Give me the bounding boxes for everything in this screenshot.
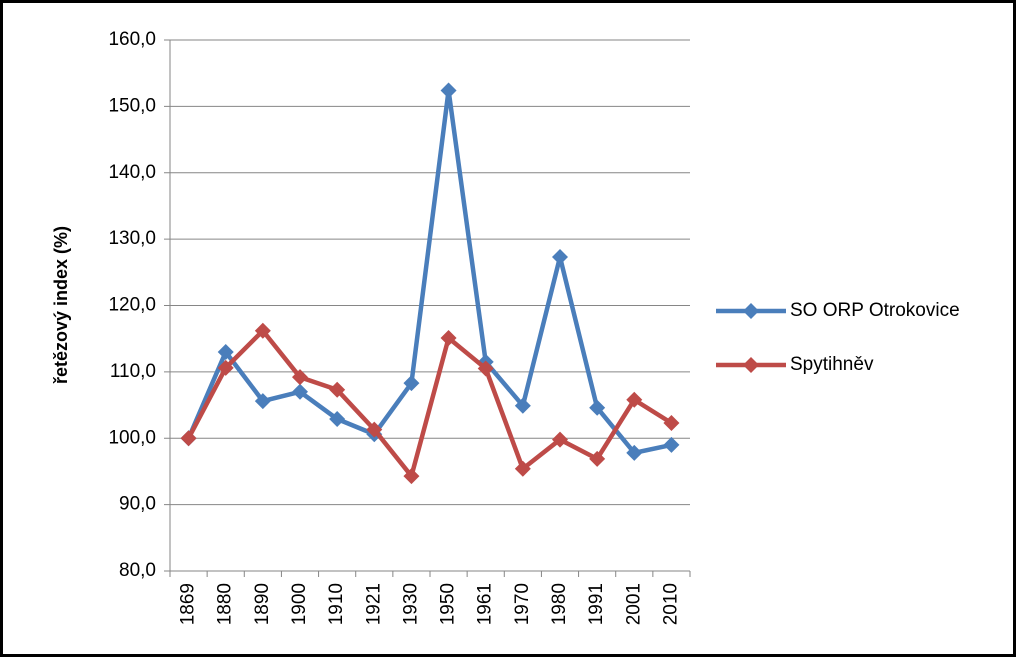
marker	[552, 431, 568, 448]
y-axis-title: řetězový index (%)	[51, 226, 71, 384]
marker	[589, 399, 606, 416]
y-tick-label: 120,0	[108, 295, 156, 316]
marker	[403, 468, 420, 485]
marker	[329, 381, 346, 398]
x-tick-label: 1910	[326, 583, 347, 625]
x-tick-label: 1921	[363, 583, 384, 625]
marker	[180, 430, 197, 447]
marker	[403, 375, 420, 392]
legend-label: SO ORP Otrokovice	[790, 300, 960, 321]
x-tick-label: 1930	[400, 583, 421, 625]
y-tick-label: 80,0	[119, 560, 156, 581]
marker	[292, 369, 308, 386]
y-tick-label: 130,0	[108, 228, 156, 249]
marker	[217, 359, 234, 376]
x-tick-label: 1970	[512, 583, 533, 625]
x-tick-label: 1900	[289, 583, 310, 625]
marker	[589, 450, 606, 467]
marker	[366, 421, 383, 438]
y-tick-label: 140,0	[108, 162, 156, 183]
x-tick-label: 2010	[660, 583, 681, 625]
x-tick-label: 1991	[586, 583, 607, 625]
marker	[663, 436, 680, 453]
x-tick-label: 2001	[623, 583, 644, 625]
x-tick-label: 1980	[549, 583, 570, 625]
marker	[440, 82, 457, 99]
y-tick-label: 110,0	[110, 361, 156, 382]
y-tick-label: 150,0	[108, 95, 156, 116]
y-tick-label: 160,0	[108, 29, 156, 50]
y-tick-label: 90,0	[119, 494, 156, 515]
marker	[217, 343, 234, 360]
marker	[254, 393, 271, 410]
legend-label: Spytihněv	[790, 354, 874, 375]
y-tick-label: 100,0	[108, 427, 156, 448]
x-tick-label: 1869	[178, 583, 199, 625]
x-tick-label: 1961	[475, 583, 496, 625]
marker	[514, 460, 531, 477]
marker	[292, 383, 308, 400]
marker	[626, 444, 643, 461]
marker	[626, 391, 643, 408]
marker	[477, 360, 494, 377]
x-tick-label: 1880	[215, 583, 236, 625]
marker	[552, 249, 568, 266]
legend-marker	[743, 357, 759, 373]
marker	[329, 411, 346, 428]
marker	[663, 414, 680, 431]
x-tick-label: 1950	[438, 583, 459, 625]
marker	[514, 397, 531, 414]
x-tick-label: 1890	[252, 583, 273, 625]
legend-marker	[743, 303, 759, 319]
series-line	[186, 328, 673, 479]
marker	[440, 330, 457, 347]
marker	[254, 322, 271, 339]
